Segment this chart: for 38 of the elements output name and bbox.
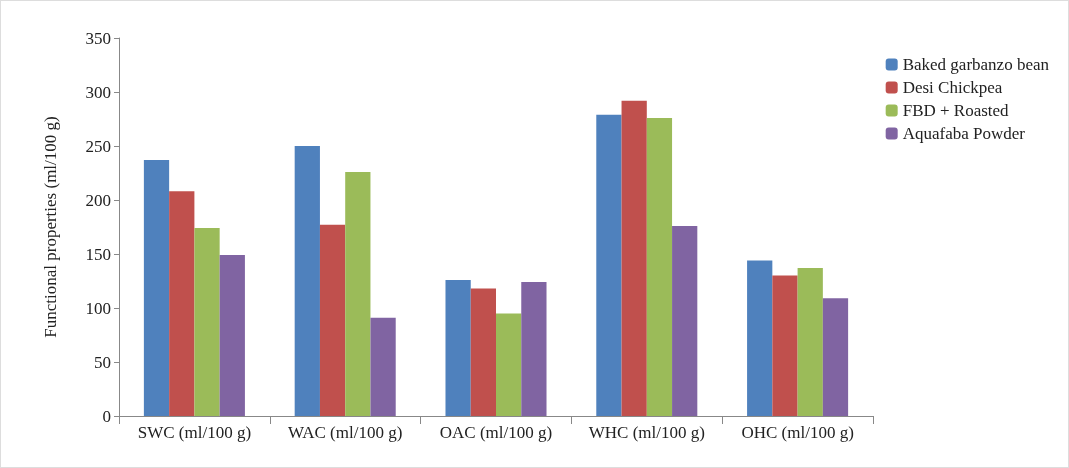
bar xyxy=(772,275,798,416)
y-axis-title: Functional properties (ml/100 g) xyxy=(41,116,60,338)
bar xyxy=(646,117,673,416)
x-tick-label: OAC (ml/100 g) xyxy=(439,423,553,442)
bar xyxy=(294,146,320,416)
y-tick-label: 300 xyxy=(85,82,111,102)
legend-label: FBD + Roasted xyxy=(902,101,1010,120)
y-tick-label: 50 xyxy=(94,352,111,372)
bar xyxy=(219,255,245,416)
x-tick-label: WHC (ml/100 g) xyxy=(588,423,705,442)
y-tick-label: 250 xyxy=(85,136,111,156)
y-tick-label: 100 xyxy=(85,298,111,318)
bar xyxy=(596,114,622,416)
bar xyxy=(621,100,647,416)
bar xyxy=(822,298,849,416)
legend-label: Desi Chickpea xyxy=(902,78,1003,97)
bar xyxy=(672,225,698,416)
bar xyxy=(797,268,823,416)
x-tick-label: OHC (ml/100 g) xyxy=(741,423,854,442)
x-tick-label: WAC (ml/100 g) xyxy=(288,423,403,442)
y-tick-label: 150 xyxy=(85,244,111,264)
legend-label: Aquafaba Powder xyxy=(902,124,1026,143)
bar xyxy=(169,191,195,416)
bar xyxy=(345,171,371,416)
bar xyxy=(194,228,220,416)
bar xyxy=(521,282,547,416)
y-tick-label: 350 xyxy=(85,28,111,48)
bar xyxy=(747,260,773,416)
bar xyxy=(370,317,396,416)
bar xyxy=(319,224,346,416)
legend-label: Baked garbanzo bean xyxy=(902,55,1050,74)
bar xyxy=(470,288,496,416)
bar xyxy=(143,160,170,416)
bar xyxy=(496,313,522,416)
y-tick-label: 200 xyxy=(85,190,111,210)
x-tick-label: SWC (ml/100 g) xyxy=(137,423,252,442)
bar xyxy=(445,279,471,416)
y-tick-label: 0 xyxy=(102,406,111,426)
